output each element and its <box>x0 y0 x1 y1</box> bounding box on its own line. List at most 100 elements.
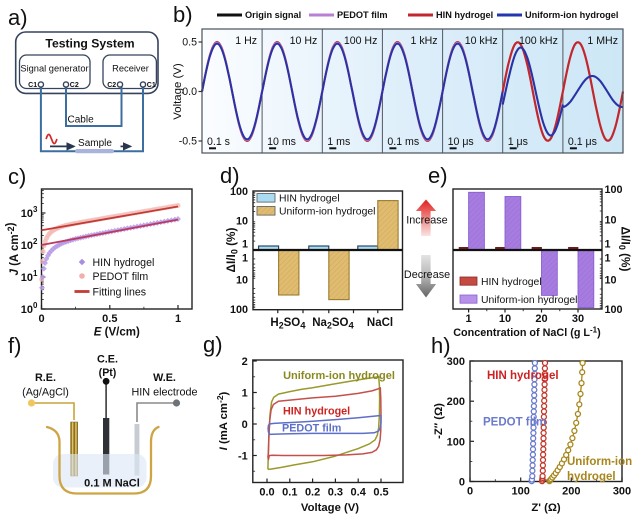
svg-text:Uniform-ion hydrogel: Uniform-ion hydrogel <box>525 10 618 20</box>
svg-text:ΔI/I0 (%): ΔI/I0 (%) <box>617 227 633 272</box>
svg-text:0.4: 0.4 <box>351 487 367 499</box>
svg-text:PEDOT film: PEDOT film <box>337 10 388 20</box>
svg-text:0: 0 <box>467 486 473 498</box>
svg-text:Signal generator: Signal generator <box>20 63 88 73</box>
svg-text:200: 200 <box>562 486 580 498</box>
svg-text:HIN hydrogel: HIN hydrogel <box>487 370 559 382</box>
svg-text:HIN hydrogel: HIN hydrogel <box>93 257 155 269</box>
svg-text:C1: C1 <box>28 82 37 89</box>
svg-text:Z' (Ω): Z' (Ω) <box>531 502 561 514</box>
svg-text:C2: C2 <box>107 82 116 89</box>
svg-text:J (A cm-2): J (A cm-2) <box>5 222 21 275</box>
svg-text:0: 0 <box>38 313 44 325</box>
svg-text:Uniform-ion hydrogel: Uniform-ion hydrogel <box>279 207 375 218</box>
svg-text:100: 100 <box>512 486 530 498</box>
svg-text:0.1 μs: 0.1 μs <box>568 136 597 148</box>
svg-text:100: 100 <box>605 304 623 316</box>
svg-text:Testing System: Testing System <box>45 37 134 51</box>
svg-text:100: 100 <box>230 304 248 316</box>
svg-text:-1: -1 <box>238 451 248 463</box>
svg-text:PEDOT film: PEDOT film <box>483 417 546 429</box>
svg-text:-0.5: -0.5 <box>179 136 197 148</box>
svg-text:C2: C2 <box>70 82 79 89</box>
svg-text:Increase: Increase <box>406 215 447 227</box>
svg-text:-Z″ (Ω): -Z″ (Ω) <box>433 403 445 439</box>
svg-text:Origin signal: Origin signal <box>245 10 301 20</box>
svg-text:0.1 ms: 0.1 ms <box>387 136 419 148</box>
svg-text:0.2: 0.2 <box>305 487 320 499</box>
svg-text:10 μs: 10 μs <box>448 136 474 148</box>
svg-text:100: 100 <box>605 184 623 196</box>
svg-text:Cable: Cable <box>68 115 95 126</box>
svg-text:300: 300 <box>613 486 631 498</box>
svg-text:10 kHz: 10 kHz <box>465 35 498 47</box>
svg-text:HIN hydrogel: HIN hydrogel <box>279 194 340 205</box>
svg-text:C1: C1 <box>147 82 156 89</box>
svg-text:Uniform-ion hydrogel: Uniform-ion hydrogel <box>283 370 395 382</box>
svg-text:100 kHz: 100 kHz <box>519 35 558 47</box>
svg-text:1 μs: 1 μs <box>508 136 528 148</box>
svg-text:100 Hz: 100 Hz <box>344 35 378 47</box>
svg-text:Receiver: Receiver <box>112 63 149 73</box>
svg-text:E (V/cm): E (V/cm) <box>94 327 140 339</box>
svg-text:Voltage (V): Voltage (V) <box>301 502 359 514</box>
svg-text:10: 10 <box>236 215 248 227</box>
svg-text:PEDOT film: PEDOT film <box>93 271 149 283</box>
svg-text:10: 10 <box>499 313 511 325</box>
svg-text:R.E.: R.E. <box>35 372 56 384</box>
svg-text:Decrease: Decrease <box>404 269 450 281</box>
svg-text:0.3: 0.3 <box>328 487 343 499</box>
svg-text:Sample: Sample <box>78 138 112 149</box>
svg-text:hydrogel: hydrogel <box>567 471 616 483</box>
svg-text:0.1 s: 0.1 s <box>207 136 230 148</box>
svg-text:20: 20 <box>535 313 547 325</box>
svg-text:Uniform-ion: Uniform-ion <box>567 456 632 468</box>
svg-text:100: 100 <box>230 186 248 198</box>
svg-text:0.1: 0.1 <box>282 487 297 499</box>
svg-text:0.1 M NaCl: 0.1 M NaCl <box>84 478 140 490</box>
svg-text:0.0: 0.0 <box>259 487 274 499</box>
svg-text:C.E.: C.E. <box>97 353 118 365</box>
svg-text:1 kHz: 1 kHz <box>411 35 438 47</box>
svg-text:10: 10 <box>605 214 617 226</box>
svg-text:2: 2 <box>242 356 248 368</box>
svg-text:300: 300 <box>447 356 465 368</box>
svg-text:Fitting lines: Fitting lines <box>93 287 147 299</box>
svg-text:200: 200 <box>447 396 465 408</box>
svg-text:HIN hydrogel: HIN hydrogel <box>436 10 493 20</box>
svg-text:1: 1 <box>605 252 611 264</box>
svg-text:1 Hz: 1 Hz <box>235 35 257 47</box>
svg-text:W.E.: W.E. <box>153 372 176 384</box>
svg-text:0: 0 <box>242 419 248 431</box>
svg-text:ΔI/I0 (%): ΔI/I0 (%) <box>224 227 240 272</box>
svg-text:100: 100 <box>447 436 465 448</box>
svg-text:0.5: 0.5 <box>102 313 117 325</box>
svg-text:10: 10 <box>605 274 617 286</box>
svg-text:Na2SO4: Na2SO4 <box>312 317 354 332</box>
svg-text:1: 1 <box>242 388 248 400</box>
svg-text:H2SO4: H2SO4 <box>270 317 306 332</box>
svg-text:HIN hydrogel: HIN hydrogel <box>481 277 542 288</box>
svg-text:PEDOT film: PEDOT film <box>282 423 341 435</box>
svg-text:(Ag/AgCl): (Ag/AgCl) <box>22 387 69 399</box>
svg-text:Uniform-ion hydrogel: Uniform-ion hydrogel <box>481 295 577 306</box>
svg-text:Voltage (V): Voltage (V) <box>172 63 184 120</box>
svg-text:0.5: 0.5 <box>182 37 197 49</box>
svg-text:10 ms: 10 ms <box>267 136 296 148</box>
svg-text:1: 1 <box>175 313 181 325</box>
svg-text:0: 0 <box>459 477 465 489</box>
svg-text:0.5: 0.5 <box>373 487 388 499</box>
svg-text:1 ms: 1 ms <box>327 136 350 148</box>
svg-text:1: 1 <box>466 313 472 325</box>
svg-text:1 MHz: 1 MHz <box>587 35 618 47</box>
svg-text:HIN electrode: HIN electrode <box>131 387 197 399</box>
svg-text:1: 1 <box>242 238 248 250</box>
svg-text:30: 30 <box>572 313 584 325</box>
svg-text:10 Hz: 10 Hz <box>290 35 318 47</box>
svg-text:1: 1 <box>605 238 611 250</box>
svg-text:NaCl: NaCl <box>367 317 393 329</box>
svg-text:I (mA cm-2): I (mA cm-2) <box>215 391 230 450</box>
svg-text:(Pt): (Pt) <box>99 367 117 379</box>
svg-text:0.0: 0.0 <box>182 86 197 98</box>
svg-text:10: 10 <box>236 274 248 286</box>
